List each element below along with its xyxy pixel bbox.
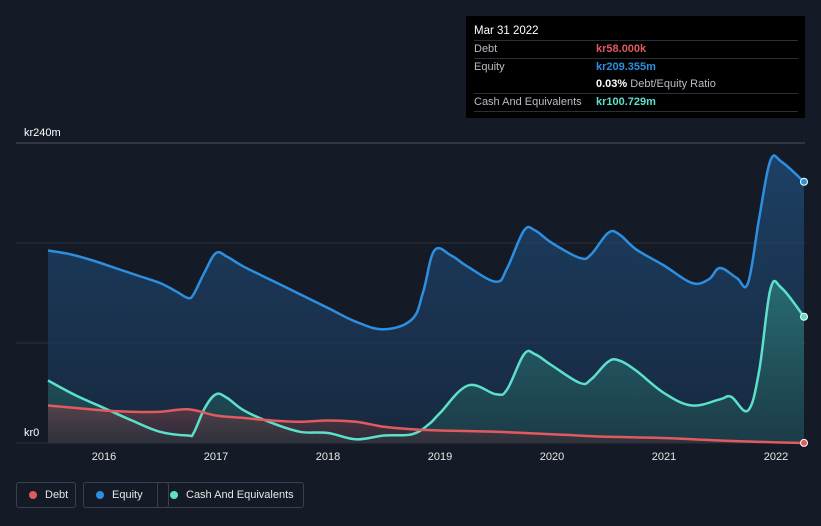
debt-last-point-marker[interactable]	[800, 438, 808, 447]
tooltip-row-ratio: 0.03% Debt/Equity Ratio	[474, 76, 798, 93]
x-tick-label-2017: 2017	[204, 451, 228, 463]
cash-and-equivalents-line	[47, 279, 805, 441]
x-tick-label-2021: 2021	[652, 451, 676, 463]
tooltip-cash-value: kr100.729m	[596, 96, 656, 108]
tooltip-row-equity: Equity kr209.355m	[474, 58, 798, 76]
y-axis-top-label: kr240m	[24, 127, 61, 139]
x-tick-label-2018: 2018	[316, 451, 340, 463]
equity-last-point-marker[interactable]	[800, 177, 808, 186]
x-tick-label-2022: 2022	[764, 451, 788, 463]
equity-dot-icon	[96, 491, 104, 499]
cash-dot-icon	[170, 491, 178, 499]
tooltip: Mar 31 2022 Debt kr58.000k Equity kr209.…	[466, 16, 805, 118]
tooltip-equity-label: Equity	[474, 61, 505, 73]
tooltip-ratio-number: 0.03%	[596, 78, 628, 90]
tooltip-debt-value: kr58.000k	[596, 43, 647, 55]
x-tick-label-2020: 2020	[540, 451, 564, 463]
legend-item-cash[interactable]: Cash And Equivalents	[157, 482, 304, 508]
tooltip-ratio-label: Debt/Equity Ratio	[630, 78, 716, 90]
tooltip-equity-value: kr209.355m	[596, 61, 656, 73]
tooltip-cash-label: Cash And Equivalents	[474, 96, 582, 108]
x-tick-label-2019: 2019	[428, 451, 452, 463]
legend-equity-label: Equity	[112, 489, 143, 501]
x-tick-label-2016: 2016	[92, 451, 116, 463]
equity-area	[48, 155, 804, 444]
debt-area	[48, 405, 804, 443]
legend-item-equity[interactable]: Equity	[83, 482, 169, 508]
tooltip-date: Mar 31 2022	[474, 25, 539, 37]
tooltip-row-cash: Cash And Equivalents kr100.729m	[474, 93, 798, 111]
tooltip-bottom-rule	[474, 111, 798, 113]
tooltip-debt-label: Debt	[474, 43, 498, 55]
equity-line	[47, 154, 805, 331]
debt-dot-icon	[29, 491, 37, 499]
cash-and-equivalents-area	[48, 280, 804, 443]
legend-debt-label: Debt	[45, 489, 69, 501]
y-axis-bottom-label: kr0	[24, 427, 39, 439]
debt-line	[47, 404, 805, 445]
tooltip-ratio-value: 0.03% Debt/Equity Ratio	[596, 76, 716, 93]
legend-item-debt[interactable]: Debt	[16, 482, 76, 508]
tooltip-row-debt: Debt kr58.000k	[474, 40, 798, 58]
cash-and-equivalents-last-point-marker[interactable]	[800, 312, 808, 321]
legend-cash-label: Cash And Equivalents	[186, 489, 294, 501]
